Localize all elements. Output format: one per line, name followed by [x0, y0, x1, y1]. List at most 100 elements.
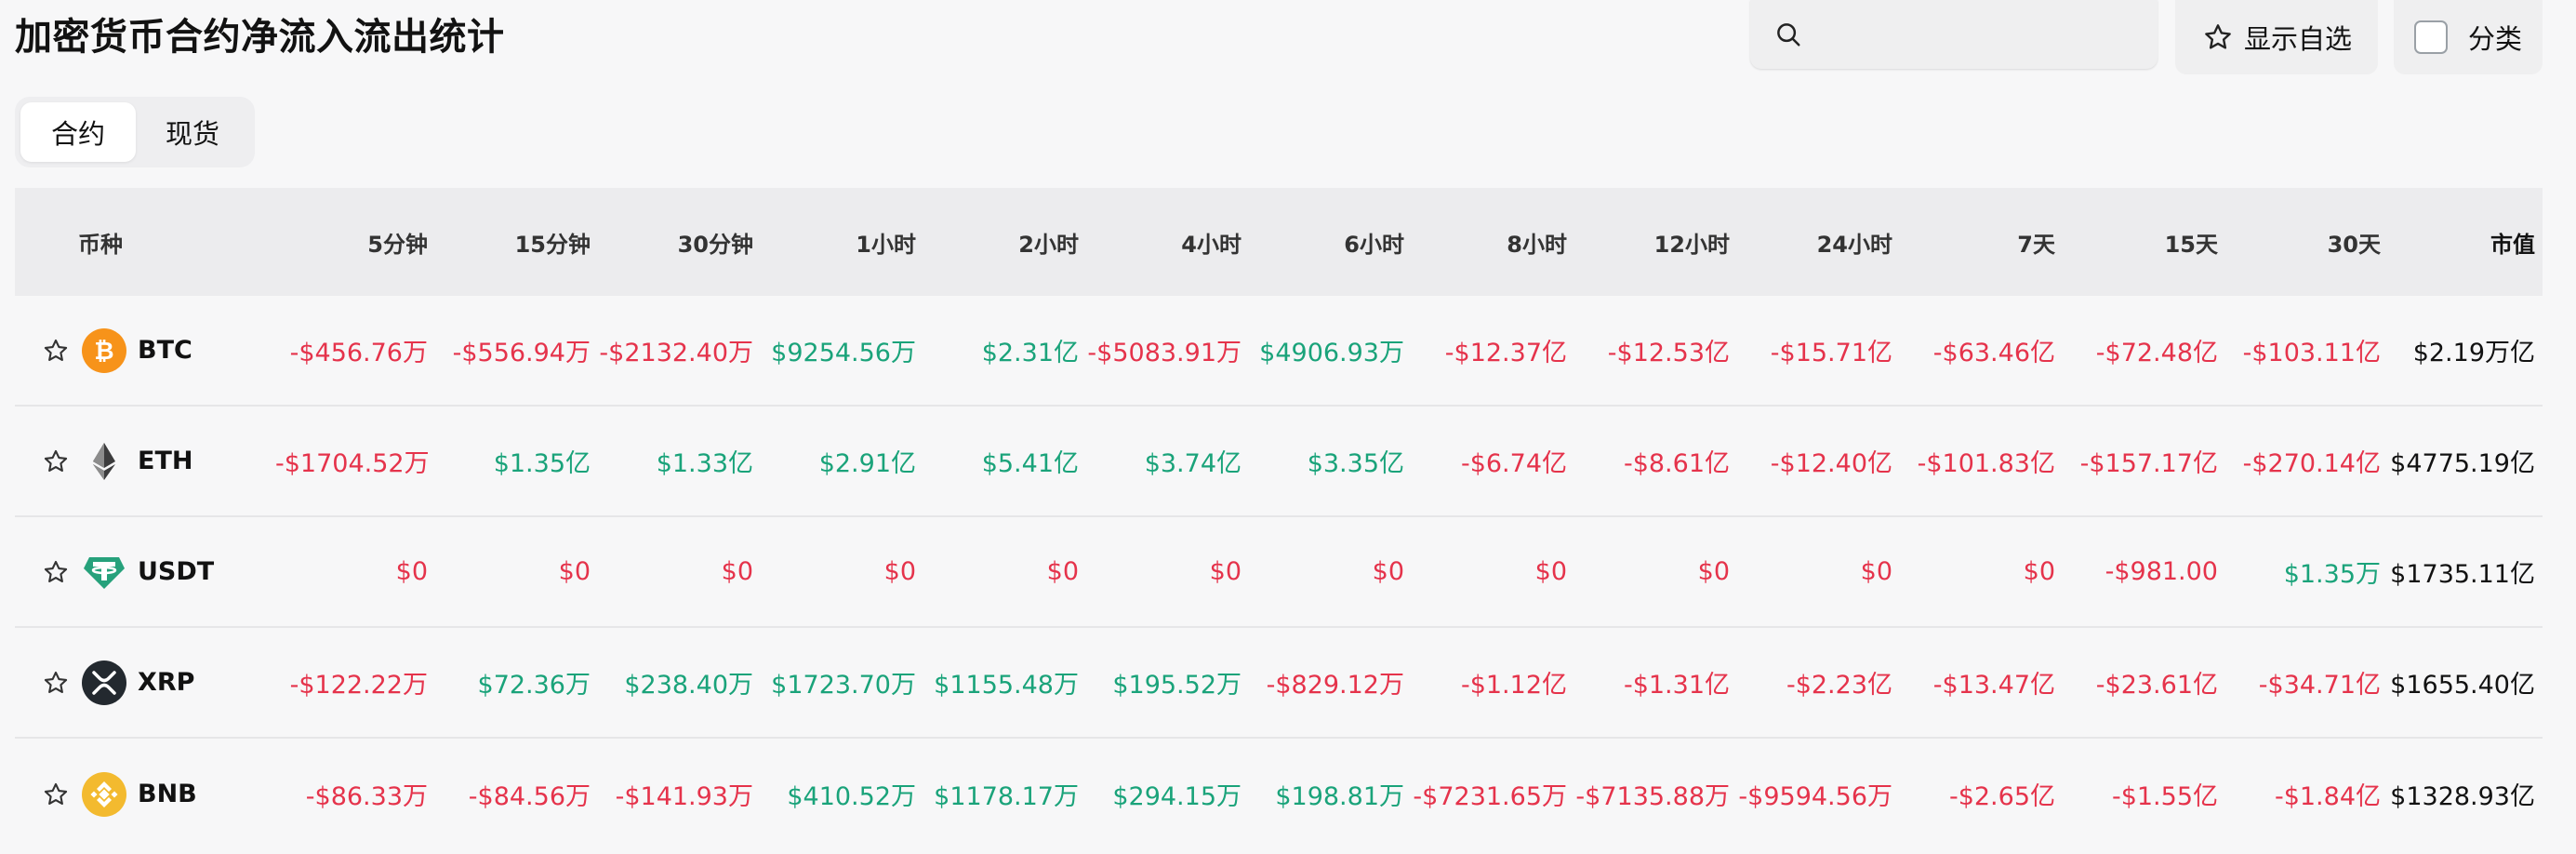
coin-symbol[interactable]: XRP [138, 668, 195, 697]
favorite-star-icon[interactable] [43, 670, 69, 696]
category-label: 分类 [2468, 23, 2523, 55]
flow-value: -$12.40亿 [1770, 449, 1892, 478]
column-header[interactable]: 市值 [2490, 231, 2535, 258]
table-row[interactable]: ₿ BTC -$456.76万 -$556.94万 -$2132.40万 $9254.56… [15, 296, 2543, 407]
favorite-star-icon[interactable] [43, 559, 69, 585]
favorite-star-icon[interactable] [43, 338, 69, 364]
column-header[interactable]: 15分钟 [514, 231, 591, 258]
column-header: 币种 [78, 231, 123, 258]
flow-value: $0 [721, 557, 753, 586]
search-input[interactable] [1819, 6, 2158, 63]
favorite-star-icon[interactable] [43, 781, 69, 807]
table-row[interactable]: USDT $0 $0 $0 $0 $0 $0 $0 $0 $0 $0 $0 -$981.00 $1.35万… [15, 517, 2543, 628]
column-header[interactable]: 15天 [2164, 231, 2218, 258]
bnb-icon [82, 771, 126, 817]
xrp-icon [82, 660, 126, 705]
flow-value: -$2.65亿 [1948, 782, 2055, 811]
flow-table: 币种 5分钟 15分钟 30分钟 1小时 2小时 4小时 6小时 8小时 12小时 24小时 7天 15… [15, 188, 2543, 849]
flow-value: $0 [1697, 557, 1730, 586]
flow-value: -$2132.40万 [599, 339, 753, 367]
flow-value: $0 [2023, 557, 2055, 586]
coin-cell: XRP [15, 660, 275, 705]
column-header[interactable]: 8小时 [1507, 231, 1567, 258]
coin-symbol[interactable]: USDT [138, 557, 215, 586]
column-header[interactable]: 1小时 [856, 231, 916, 258]
flow-value: $294.15万 [1112, 782, 1242, 811]
flow-value: $1.35万 [2283, 560, 2381, 589]
column-header[interactable]: 30天 [2327, 231, 2381, 258]
flow-value: $0 [1534, 557, 1567, 586]
flow-value: $0 [558, 557, 591, 586]
flow-value: -$34.71亿 [2258, 671, 2381, 700]
flow-value: $72.36万 [477, 671, 591, 700]
flow-value: $238.40万 [624, 671, 753, 700]
coin-symbol[interactable]: ETH [138, 447, 193, 475]
flow-value: $3.74亿 [1144, 449, 1242, 478]
coin-cell: BNB [15, 771, 275, 817]
flow-value: -$13.47亿 [1932, 671, 2055, 700]
column-header[interactable]: 6小时 [1344, 231, 1404, 258]
flow-value: -$23.61亿 [2095, 671, 2218, 700]
flow-value: -$84.56万 [468, 782, 591, 811]
flow-value: $9254.56万 [771, 339, 916, 367]
tab-futures[interactable]: 合约 [20, 102, 136, 162]
flow-value: -$63.46亿 [1932, 339, 2055, 367]
show-favorites-label: 显示自选 [2244, 23, 2353, 55]
flow-value: -$1.84亿 [2274, 782, 2381, 811]
flow-value: $2.91亿 [818, 449, 916, 478]
flow-value: $5.41亿 [981, 449, 1079, 478]
column-header[interactable]: 12小时 [1653, 231, 1730, 258]
ethereum-icon [82, 439, 126, 484]
column-header[interactable]: 30分钟 [677, 231, 753, 258]
flow-value: $1.35亿 [493, 449, 591, 478]
flow-value: -$829.12万 [1266, 671, 1404, 700]
flow-value: $198.81万 [1275, 782, 1404, 811]
flow-value: -$2.23亿 [1786, 671, 1892, 700]
flow-value: $0 [1372, 557, 1404, 586]
coin-symbol[interactable]: BTC [138, 336, 193, 365]
star-icon [2205, 24, 2231, 49]
flow-value: -$7231.65万 [1413, 782, 1567, 811]
search-box[interactable] [1750, 0, 2158, 69]
category-toggle[interactable]: 分类 [2394, 0, 2543, 74]
coin-symbol[interactable]: BNB [138, 780, 197, 808]
column-header[interactable]: 2小时 [1018, 231, 1079, 258]
market-cap-value: $1655.40亿 [2390, 671, 2535, 700]
column-header[interactable]: 24小时 [1816, 231, 1892, 258]
flow-value: -$122.22万 [289, 671, 428, 700]
tab-spot[interactable]: 现货 [165, 118, 219, 150]
table-row[interactable]: XRP -$122.22万 $72.36万 $238.40万 $1723.70万 $115… [15, 628, 2543, 739]
flow-value: $1155.48万 [934, 671, 1079, 700]
table-header: 币种 5分钟 15分钟 30分钟 1小时 2小时 4小时 6小时 8小时 12小时 24小时 7天 15… [15, 188, 2543, 296]
flow-value: $410.52万 [787, 782, 916, 811]
flow-value: -$270.14亿 [2242, 449, 2381, 478]
favorite-star-icon[interactable] [43, 448, 69, 474]
market-cap-value: $1328.93亿 [2390, 782, 2535, 811]
column-header[interactable]: 5分钟 [367, 231, 428, 258]
flow-value: $2.31亿 [981, 339, 1079, 367]
column-header[interactable]: 7天 [2017, 231, 2055, 258]
column-header[interactable]: 4小时 [1181, 231, 1242, 258]
table-row[interactable]: BNB -$86.33万 -$84.56万 -$141.93万 $410.52万 $117… [15, 739, 2543, 849]
flow-value: -$8.61亿 [1623, 449, 1730, 478]
flow-value: -$1.12亿 [1460, 671, 1567, 700]
market-cap-value: $1735.11亿 [2390, 560, 2535, 589]
flow-value: -$456.76万 [289, 339, 428, 367]
flow-value: -$141.93万 [615, 782, 753, 811]
market-type-tabs: 合约 现货 [15, 97, 255, 167]
flow-value: $0 [883, 557, 916, 586]
table-row[interactable]: ETH -$1704.52万 $1.35亿 $1.33亿 $2.91亿 $5.41亿 $3.… [15, 407, 2543, 517]
flow-value: -$981.00 [2105, 557, 2218, 586]
flow-value: $1.33亿 [656, 449, 753, 478]
flow-value: $3.35亿 [1307, 449, 1404, 478]
flow-value: $4906.93万 [1259, 339, 1404, 367]
flow-value: -$1704.52万 [275, 449, 430, 478]
market-cap-value: $2.19万亿 [2412, 339, 2535, 367]
show-favorites-button[interactable]: 显示自选 [2175, 0, 2378, 74]
flow-value: -$103.11亿 [2242, 339, 2381, 367]
flow-value: -$15.71亿 [1770, 339, 1892, 367]
category-checkbox[interactable] [2414, 20, 2448, 54]
flow-value: -$9594.56万 [1738, 782, 1892, 811]
flow-value: $0 [395, 557, 428, 586]
flow-value: $195.52万 [1112, 671, 1242, 700]
